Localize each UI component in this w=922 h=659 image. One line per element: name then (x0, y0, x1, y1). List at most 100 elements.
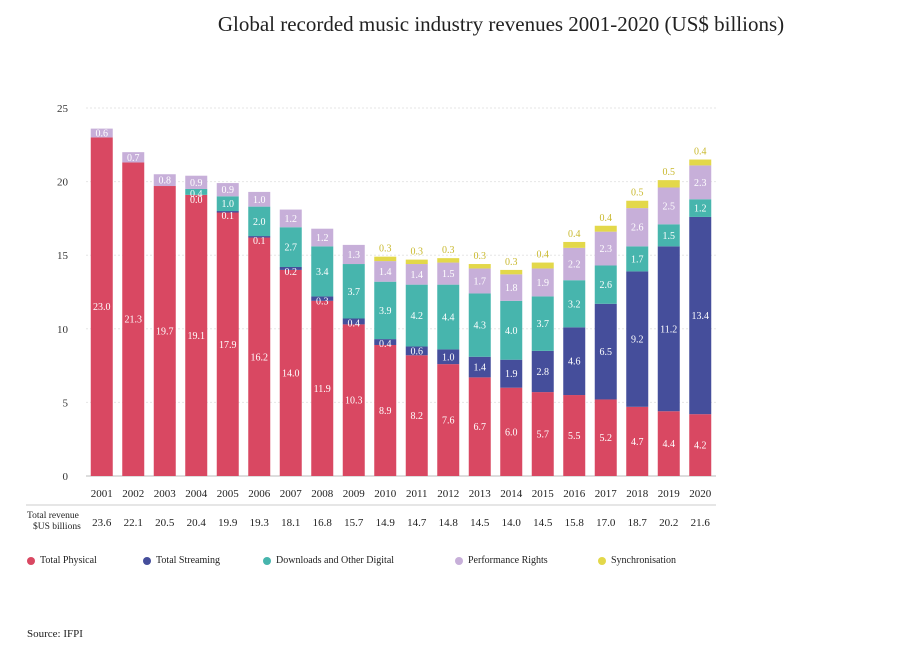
data-label: 1.2 (694, 204, 707, 215)
bar-segment (248, 191, 271, 207)
legend-swatch (143, 556, 151, 565)
data-label: 3.2 (568, 299, 581, 310)
total-value: 14.9 (376, 517, 396, 529)
data-label: 0.0 (190, 195, 203, 206)
data-label: 5.2 (600, 433, 613, 444)
legend-swatch (598, 556, 606, 565)
bar-segment (122, 162, 145, 477)
total-value: 14.8 (439, 517, 459, 529)
bar-segment (563, 327, 586, 396)
data-label: 6.5 (600, 347, 613, 358)
bar-segment (374, 256, 397, 262)
source-note: Source: IFPI (27, 628, 83, 640)
totals-row: 23.6 22.1 20.5 20.4 19.9 19.3 18.1 16.8 15.7 14.9… (26, 504, 716, 532)
legend-item: Total Physical (27, 555, 97, 566)
x-tick-label: 2002 (122, 488, 144, 500)
bar-segment (594, 231, 617, 266)
bar-segment (531, 268, 554, 297)
bar-segment (405, 284, 428, 347)
data-label: 0.8 (159, 176, 172, 187)
bar-segment (405, 346, 428, 356)
bar-segment (153, 186, 176, 477)
legend-swatch (455, 556, 463, 565)
data-label: 0.3 (316, 296, 329, 307)
data-label: 0.3 (442, 245, 455, 256)
data-label: 19.1 (188, 331, 206, 342)
total-value: 14.0 (502, 517, 522, 529)
x-tick-label: 2008 (311, 488, 334, 500)
data-label: 1.0 (253, 195, 266, 206)
bar-segment (185, 175, 208, 189)
bar-segment (626, 200, 649, 209)
bar-segment (342, 318, 365, 325)
x-tick-label: 2014 (500, 488, 523, 500)
bar-segment (248, 206, 271, 237)
bar-segment (342, 324, 365, 476)
bar-segment (626, 246, 649, 272)
bar-segment (342, 244, 365, 265)
bar-segment (594, 265, 617, 304)
data-label: 4.4 (663, 439, 676, 450)
data-label: 0.4 (600, 213, 613, 224)
data-label: 0.4 (537, 250, 550, 261)
total-value: 14.7 (407, 517, 427, 529)
bar-segment (468, 264, 491, 269)
total-value: 19.3 (250, 517, 270, 529)
data-label: 17.9 (219, 340, 237, 351)
bar-segment (500, 359, 523, 388)
data-label: 0.3 (379, 244, 392, 255)
data-label: 0.6 (96, 129, 109, 140)
data-label: 4.4 (442, 313, 455, 324)
data-label: 7.6 (442, 416, 455, 427)
data-label: 0.2 (285, 267, 298, 278)
data-label: 0.4 (379, 339, 392, 350)
bar-segment (90, 128, 113, 138)
y-tick-label: 20 (57, 177, 69, 189)
y-tick-label: 25 (57, 103, 69, 115)
data-label: 1.9 (537, 278, 550, 289)
x-tick-label: 2017 (595, 488, 618, 500)
data-label: 4.2 (411, 311, 424, 322)
y-tick-label: 15 (57, 250, 69, 262)
bar-segment (500, 300, 523, 360)
x-tick-label: 2009 (343, 488, 366, 500)
data-label: 5.7 (537, 430, 550, 441)
bar-segment (437, 349, 460, 365)
chart-title: Global recorded music industry revenues … (217, 12, 785, 36)
bar-segment (279, 269, 302, 476)
data-label: 1.8 (505, 283, 518, 294)
data-label: 0.3 (474, 251, 487, 262)
x-tick-label: 2016 (563, 488, 586, 500)
bar-segment (437, 262, 460, 285)
totals-label-line1: Total revenue (27, 511, 79, 521)
bar-segment (279, 266, 302, 270)
legend-item: Synchronisation (598, 555, 676, 566)
bar-segment (279, 209, 302, 228)
bar-segment (468, 268, 491, 294)
bar-segment (563, 241, 586, 248)
data-label: 0.7 (127, 153, 140, 164)
bar-segment (216, 196, 239, 212)
bar-segment (153, 174, 176, 187)
total-value: 20.2 (659, 517, 678, 529)
bar-segment (500, 269, 523, 275)
bar-segment (657, 180, 680, 188)
legend-swatch (263, 556, 271, 565)
bar-segment (216, 212, 239, 476)
bar-segment (90, 137, 113, 476)
bar-segment (657, 187, 680, 225)
data-label: 13.4 (692, 311, 710, 322)
total-value: 14.5 (470, 517, 490, 529)
legend-label: Total Physical (40, 555, 97, 566)
data-label: 2.0 (253, 217, 266, 228)
bar-segment (657, 411, 680, 476)
x-tick-label: 2015 (532, 488, 555, 500)
data-label: 0.1 (253, 236, 266, 247)
x-tick-label: 2013 (469, 488, 492, 500)
data-label: 2.6 (631, 223, 644, 234)
legend-item: Total Streaming (143, 555, 220, 566)
bar-segment (689, 216, 712, 415)
total-value: 19.9 (218, 517, 238, 529)
bar-segment (500, 274, 523, 301)
x-tick-label: 2012 (437, 488, 459, 500)
